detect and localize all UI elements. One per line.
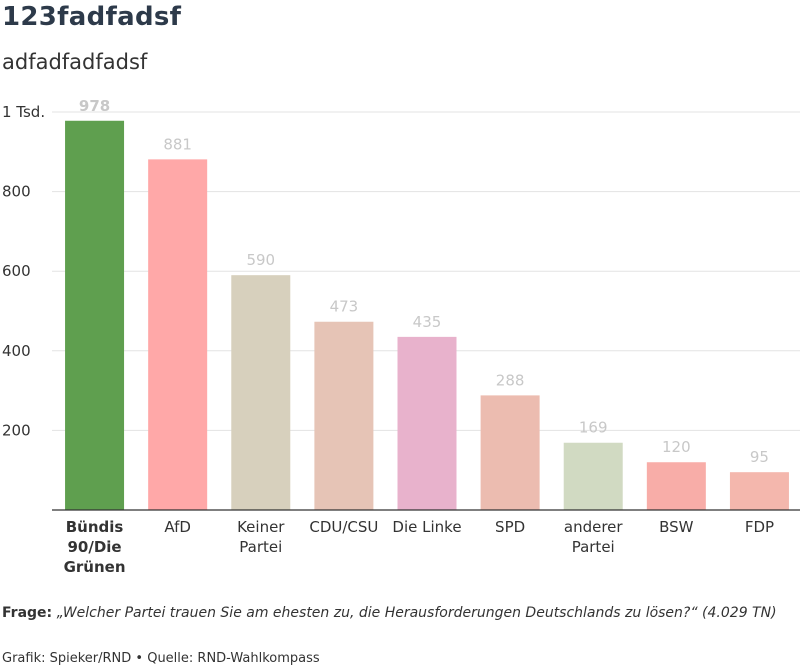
y-tick-label: 400 [2,342,31,360]
bar [480,395,540,510]
question-text: „Welcher Partei trauen Sie am ehesten zu… [56,605,777,621]
category-label: Bündis 90/Die Grünen [64,518,126,576]
category-label: Die Linke [392,518,461,536]
data-label: 978 [79,97,110,115]
y-tick-label: 200 [2,421,31,439]
chart-subtitle: adfadfadfadsf [2,50,148,74]
bar [314,321,374,510]
chart-title: 123fadfadsf [2,2,182,32]
category-label: BSW [659,518,694,536]
category-label: SPD [495,518,525,536]
question-label: Frage: [2,605,53,621]
category-label: anderer Partei [564,518,624,556]
category-label: AfD [164,518,191,536]
data-label: 473 [330,298,359,316]
bar [231,275,291,510]
data-label: 435 [413,313,442,331]
bar [397,336,457,510]
y-tick-label: 1 Tsd. [2,103,45,121]
data-label: 169 [579,419,608,437]
category-label: CDU/CSU [309,518,378,536]
data-label: 288 [496,371,525,389]
data-label: 95 [750,448,769,466]
bar [148,159,208,510]
data-label: 881 [163,135,192,153]
question-note: Frage: „Welcher Partei trauen Sie am ehe… [2,604,792,623]
category-label: Keiner Partei [237,518,285,556]
y-tick-label: 600 [2,262,31,280]
category-label: FDP [745,518,774,536]
bar [65,120,125,511]
data-label: 590 [246,251,275,269]
data-label: 120 [662,438,691,456]
bar [563,442,623,510]
source-note: Grafik: Spieker/RND • Quelle: RND-Wahlko… [2,651,320,666]
y-tick-label: 800 [2,183,31,201]
bar [729,472,789,510]
bar [646,462,706,510]
